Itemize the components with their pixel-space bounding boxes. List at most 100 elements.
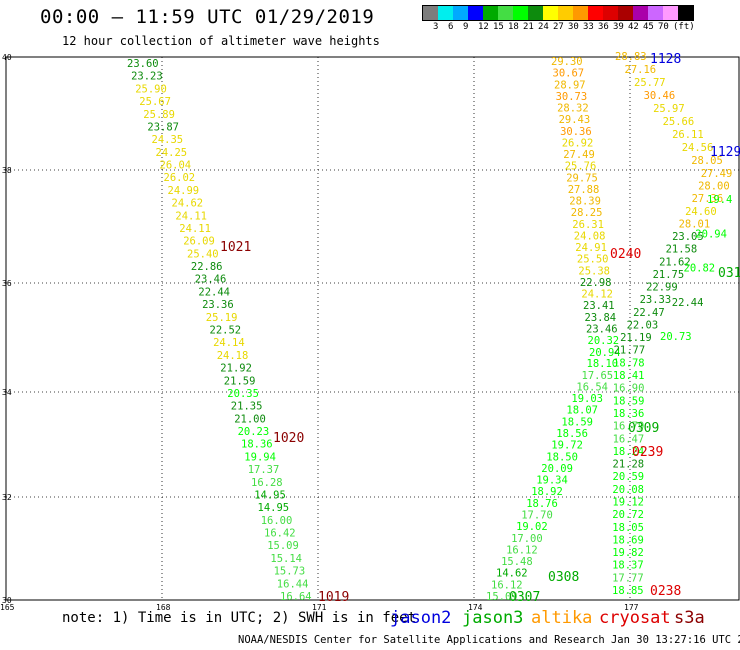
swh-value: 24.12	[581, 289, 613, 301]
swh-value: 21.58	[666, 244, 698, 256]
swh-value: 25.67	[139, 96, 171, 108]
swh-value: 24.25	[156, 147, 188, 159]
swh-value: 25.66	[663, 116, 695, 128]
colorbar-swatch	[468, 6, 483, 20]
colorbar-swatch	[453, 6, 468, 20]
swh-value: 19.94	[244, 451, 276, 463]
swh-value: 18.59	[613, 395, 645, 407]
swh-value: 16.12	[491, 579, 523, 591]
swh-value: 18.78	[613, 357, 645, 369]
colorbar-label: 21	[523, 22, 534, 32]
pass-number-label: 1019	[318, 590, 349, 605]
swh-value: 23.46	[195, 274, 227, 286]
swh-value: 24.08	[574, 231, 606, 243]
swh-value: 22.47	[633, 307, 665, 319]
swh-value: 17.77	[612, 572, 644, 584]
swh-value: 25.50	[577, 254, 609, 266]
swh-value: 30.73	[556, 91, 588, 103]
swh-value: 19.34	[536, 475, 568, 487]
swh-value: 27.88	[568, 184, 600, 196]
colorbar-label: 6	[448, 22, 454, 32]
swh-value: 27.16	[625, 64, 657, 76]
swh-value: 20.59	[613, 471, 645, 483]
pass-number-label: 1021	[220, 240, 251, 255]
swh-value: 27.49	[563, 149, 595, 161]
colorbar-swatch	[588, 6, 603, 20]
pass-number-label: 0240	[610, 247, 641, 262]
pass-number-label: 0238	[650, 584, 681, 599]
legend-s3a: s3a	[674, 608, 705, 628]
colorbar-swatch	[498, 6, 513, 20]
colorbar-swatch	[543, 6, 558, 20]
swh-value: 22.03	[627, 320, 659, 332]
swh-value: 16.00	[261, 515, 293, 527]
swh-value: 24.91	[575, 242, 607, 254]
credit-line: NOAA/NESDIS Center for Satellite Applica…	[238, 634, 740, 646]
lat-tick-label: 38	[2, 166, 12, 175]
swh-value: 20.94	[589, 347, 621, 359]
swh-value: 21.77	[614, 345, 646, 357]
swh-value: 18.69	[612, 534, 644, 546]
colorbar-swatch	[528, 6, 543, 20]
colorbar-label: 12	[478, 22, 489, 32]
colorbar-label: 36	[598, 22, 609, 32]
swh-value: 20.73	[660, 331, 692, 343]
swh-value: 16.44	[277, 578, 309, 590]
swh-value: 26.31	[572, 219, 604, 231]
swh-value: 15.14	[270, 553, 302, 565]
swh-value: 21.00	[234, 413, 266, 425]
swh-value: 21.62	[659, 256, 691, 268]
swh-value: 28.25	[571, 207, 603, 219]
lon-tick-label: 171	[312, 603, 327, 612]
swh-value: 30.46	[644, 90, 676, 102]
swh-value: 23.46	[586, 324, 618, 336]
swh-value: 25.89	[143, 109, 175, 121]
swh-value: 21.59	[224, 375, 256, 387]
pass-number-label: 1128	[650, 52, 681, 67]
colorbar-swatch	[438, 6, 453, 20]
chart-title: 00:00 — 11:59 UTC 01/29/2019	[40, 6, 375, 28]
pass-number-label: 1129	[710, 145, 740, 160]
swh-value: 23.23	[131, 71, 163, 83]
swh-value: 20.35	[227, 388, 259, 400]
swh-value: 16.47	[613, 433, 645, 445]
swh-value: 18.24	[613, 446, 645, 458]
legend-jason3: jason3	[462, 608, 524, 628]
swh-value: 24.99	[168, 185, 200, 197]
swh-value: 24.18	[217, 350, 249, 362]
swh-value: 15.09	[486, 591, 518, 603]
swh-value: 24.14	[213, 337, 245, 349]
swh-value: 24.35	[152, 134, 184, 146]
swh-value: 14.62	[496, 568, 528, 580]
colorbar-swatch	[573, 6, 588, 20]
swh-value: 17.00	[511, 533, 543, 545]
swh-value: 26.02	[164, 172, 196, 184]
lat-tick-label: 40	[2, 53, 12, 62]
colorbar-swatch	[618, 6, 633, 20]
swh-value: 20.82	[684, 263, 716, 275]
swh-value: 19.82	[612, 547, 644, 559]
colorbar-label: 30	[568, 22, 579, 32]
swh-value: 28.39	[569, 196, 601, 208]
pass-number-label: 0239	[632, 445, 663, 460]
swh-value: 20.09	[541, 463, 573, 475]
colorbar-label: 45	[643, 22, 654, 32]
swh-value: 27.36	[692, 193, 724, 205]
swh-value: 26.92	[562, 137, 594, 149]
lat-tick-label: 36	[2, 279, 12, 288]
colorbar-label: (ft)	[673, 22, 695, 32]
swh-value: 25.90	[135, 83, 167, 95]
swh-value: 22.44	[198, 286, 230, 298]
swh-value: 20.72	[612, 509, 644, 521]
swh-value: 23.05	[672, 231, 704, 243]
swh-value: 15.48	[501, 556, 533, 568]
swh-value: 23.41	[583, 300, 615, 312]
swh-value: 18.85	[612, 585, 644, 597]
swh-value: 14.95	[258, 502, 290, 514]
swh-value: 22.99	[646, 282, 678, 294]
map-frame	[5, 56, 740, 601]
swh-value: 18.05	[612, 522, 644, 534]
swh-value: 21.75	[653, 269, 685, 281]
colorbar-label: 42	[628, 22, 639, 32]
swh-value: 24.60	[685, 206, 717, 218]
